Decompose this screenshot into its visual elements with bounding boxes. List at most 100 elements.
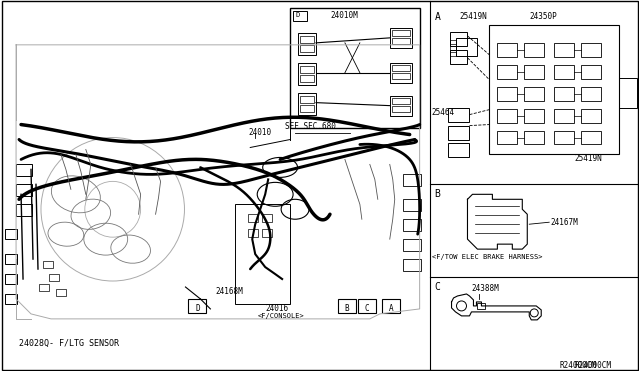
Bar xyxy=(477,303,485,309)
Text: B: B xyxy=(344,304,349,314)
Bar xyxy=(403,239,420,251)
Bar xyxy=(56,289,66,296)
Text: 24028Q- F/LTG SENSOR: 24028Q- F/LTG SENSOR xyxy=(19,339,119,348)
Bar xyxy=(554,131,574,144)
Bar xyxy=(5,229,17,239)
Text: 24168M: 24168M xyxy=(216,287,243,296)
Text: 25464: 25464 xyxy=(431,108,455,117)
Bar xyxy=(449,32,467,46)
Bar xyxy=(338,299,356,313)
Text: R24000CM: R24000CM xyxy=(559,361,596,370)
Text: 24350P: 24350P xyxy=(529,12,557,21)
Bar xyxy=(554,109,574,122)
Bar xyxy=(581,65,601,79)
Bar xyxy=(497,131,517,144)
Bar xyxy=(392,73,410,79)
Bar xyxy=(554,43,574,57)
Bar xyxy=(16,164,32,176)
Text: C: C xyxy=(365,304,369,314)
Bar xyxy=(447,126,470,140)
Bar xyxy=(403,199,420,211)
Bar xyxy=(581,131,601,144)
Bar xyxy=(300,36,314,43)
Bar xyxy=(524,131,544,144)
Text: <F/TOW ELEC BRAKE HARNESS>: <F/TOW ELEC BRAKE HARNESS> xyxy=(431,254,542,260)
Bar xyxy=(554,65,574,79)
Bar xyxy=(300,96,314,103)
Bar xyxy=(524,87,544,101)
Text: 24010: 24010 xyxy=(248,128,271,137)
Bar xyxy=(358,299,376,313)
Bar xyxy=(447,144,470,157)
Text: 25419N: 25419N xyxy=(574,154,602,163)
Bar xyxy=(382,299,400,313)
Bar xyxy=(262,214,272,222)
Bar xyxy=(581,43,601,57)
Bar xyxy=(298,93,316,115)
Bar xyxy=(300,66,314,73)
Bar xyxy=(300,75,314,82)
Text: D: D xyxy=(295,12,300,18)
Bar xyxy=(293,11,307,21)
Bar xyxy=(490,25,619,154)
Text: R24000CM: R24000CM xyxy=(574,361,611,370)
Bar xyxy=(447,108,470,122)
Bar xyxy=(298,33,316,55)
Text: <F/CONSOLE>: <F/CONSOLE> xyxy=(258,313,305,319)
Bar xyxy=(581,109,601,122)
Text: 25419N: 25419N xyxy=(460,12,487,21)
Bar xyxy=(497,43,517,57)
Bar xyxy=(392,106,410,112)
Bar xyxy=(497,87,517,101)
Bar xyxy=(497,65,517,79)
Bar xyxy=(290,8,420,128)
Bar xyxy=(449,46,456,50)
Text: SEE SEC.680: SEE SEC.680 xyxy=(285,122,336,131)
Bar xyxy=(248,214,258,222)
Text: 24010M: 24010M xyxy=(330,11,358,20)
Bar xyxy=(392,38,410,44)
Bar xyxy=(298,63,316,85)
Bar xyxy=(524,43,544,57)
Bar xyxy=(403,174,420,186)
Bar xyxy=(188,299,206,313)
Bar xyxy=(619,78,637,108)
Bar xyxy=(248,229,258,237)
Bar xyxy=(5,274,17,284)
Bar xyxy=(300,105,314,112)
Bar xyxy=(5,254,17,264)
Bar xyxy=(262,229,272,237)
Text: A: A xyxy=(435,12,440,22)
Bar xyxy=(456,38,477,56)
Bar xyxy=(554,87,574,101)
Text: 24167M: 24167M xyxy=(550,218,578,227)
Bar xyxy=(449,40,456,44)
Bar xyxy=(403,259,420,271)
Bar xyxy=(390,63,412,83)
Bar xyxy=(524,65,544,79)
Text: A: A xyxy=(388,304,393,314)
Bar xyxy=(5,294,17,304)
Bar xyxy=(392,30,410,36)
Bar xyxy=(497,109,517,122)
Bar xyxy=(39,284,49,291)
Bar xyxy=(390,96,412,116)
Bar xyxy=(300,45,314,52)
Bar xyxy=(524,109,544,122)
Bar xyxy=(49,274,59,281)
Bar xyxy=(403,219,420,231)
Bar xyxy=(449,50,467,64)
Bar xyxy=(449,52,456,56)
Bar xyxy=(392,65,410,71)
Text: D: D xyxy=(195,304,200,314)
Bar xyxy=(16,185,32,196)
Bar xyxy=(236,204,290,304)
Text: C: C xyxy=(435,282,440,292)
Text: 24388M: 24388M xyxy=(472,284,499,293)
Bar xyxy=(392,98,410,104)
Bar xyxy=(390,28,412,48)
Text: B: B xyxy=(435,189,440,199)
Text: 24016: 24016 xyxy=(265,304,288,313)
Bar xyxy=(16,204,32,216)
Bar xyxy=(43,261,53,268)
